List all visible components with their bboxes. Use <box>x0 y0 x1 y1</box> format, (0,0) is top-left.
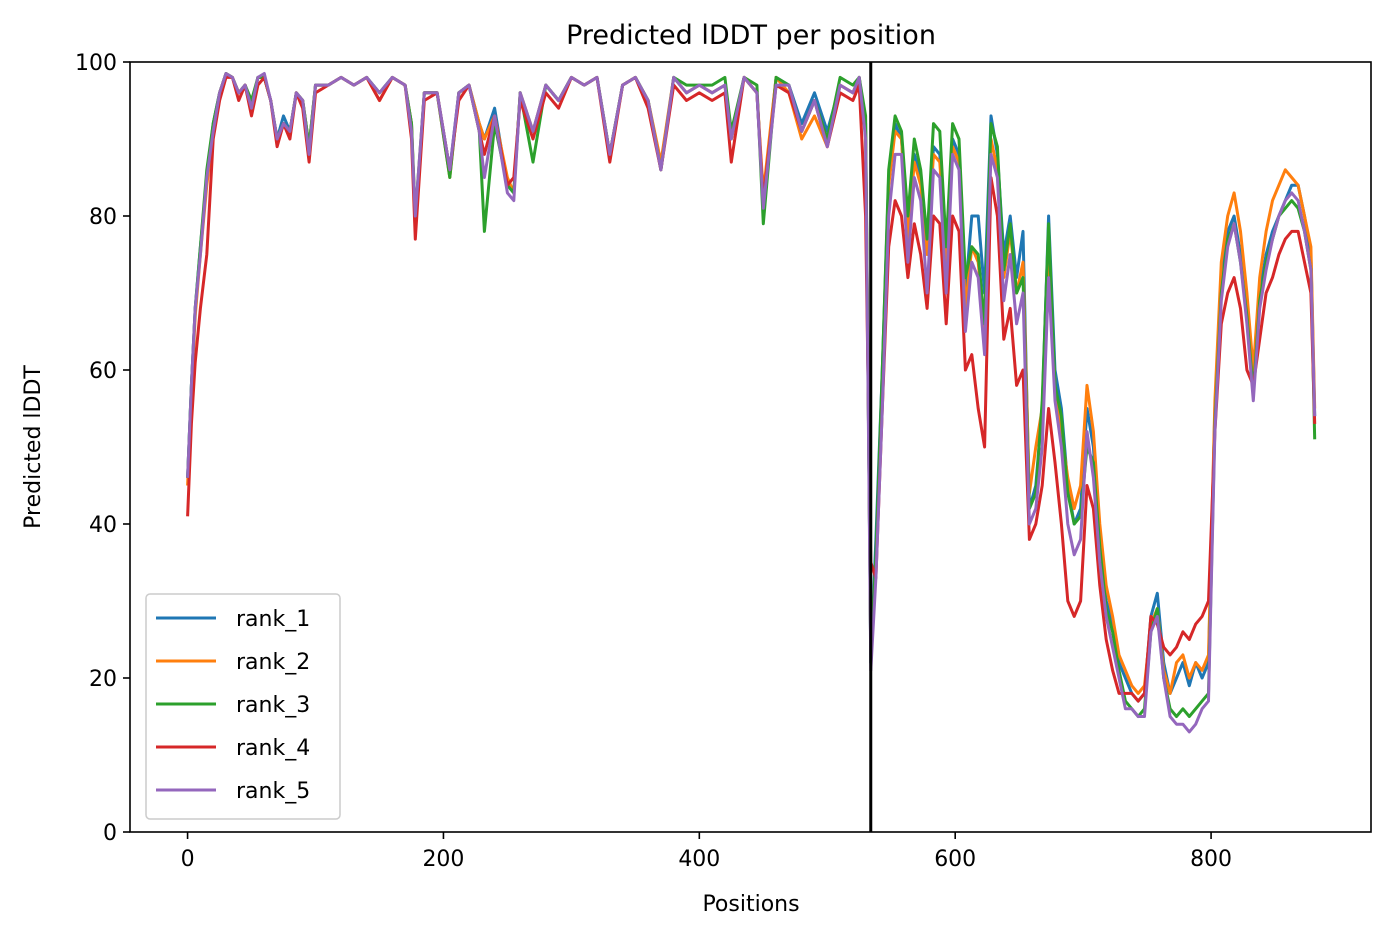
legend-label: rank_3 <box>236 693 310 718</box>
x-tick-label: 200 <box>422 847 464 872</box>
y-axis-label: Predicted lDDT <box>21 365 46 529</box>
x-tick-label: 0 <box>181 847 195 872</box>
legend-box <box>145 593 341 820</box>
y-tick-label: 40 <box>89 513 117 538</box>
legend: rank_1 rank_2 rank_3 rank_4 rank_5 <box>145 593 341 820</box>
legend-label: rank_1 <box>236 607 310 632</box>
series-line-rank-5 <box>186 72 1317 734</box>
x-tick-label: 400 <box>678 847 720 872</box>
x-tick-label: 600 <box>934 847 976 872</box>
legend-label: rank_4 <box>236 736 310 761</box>
y-axis: 0 20 40 60 80 100 <box>75 51 130 846</box>
y-tick-label: 20 <box>89 667 117 692</box>
x-axis-label: Positions <box>702 892 799 917</box>
series-layer <box>186 72 1317 734</box>
plot-frame <box>129 61 1372 833</box>
chart-title: Predicted lDDT per position <box>566 20 936 51</box>
y-tick-label: 0 <box>103 821 117 846</box>
y-tick-label: 80 <box>89 205 117 230</box>
y-tick-label: 100 <box>75 51 117 76</box>
x-tick-label: 800 <box>1190 847 1232 872</box>
y-tick-label: 60 <box>89 359 117 384</box>
legend-label: rank_2 <box>236 650 310 675</box>
legend-label: rank_5 <box>236 779 310 804</box>
x-axis: 0 200 400 600 800 <box>181 832 1232 872</box>
